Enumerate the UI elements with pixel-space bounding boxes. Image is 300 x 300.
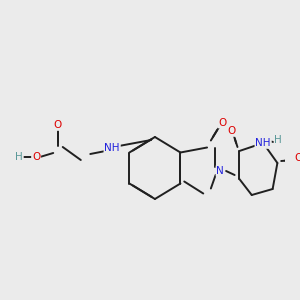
Text: H: H [15,152,23,162]
Text: NH: NH [104,143,120,153]
Text: O: O [294,153,300,163]
Text: O: O [32,152,40,162]
Text: O: O [54,120,62,130]
Text: O: O [228,126,236,136]
Text: N: N [217,166,224,176]
Text: O: O [218,118,226,128]
Text: H: H [274,135,282,145]
Text: NH: NH [255,138,271,148]
